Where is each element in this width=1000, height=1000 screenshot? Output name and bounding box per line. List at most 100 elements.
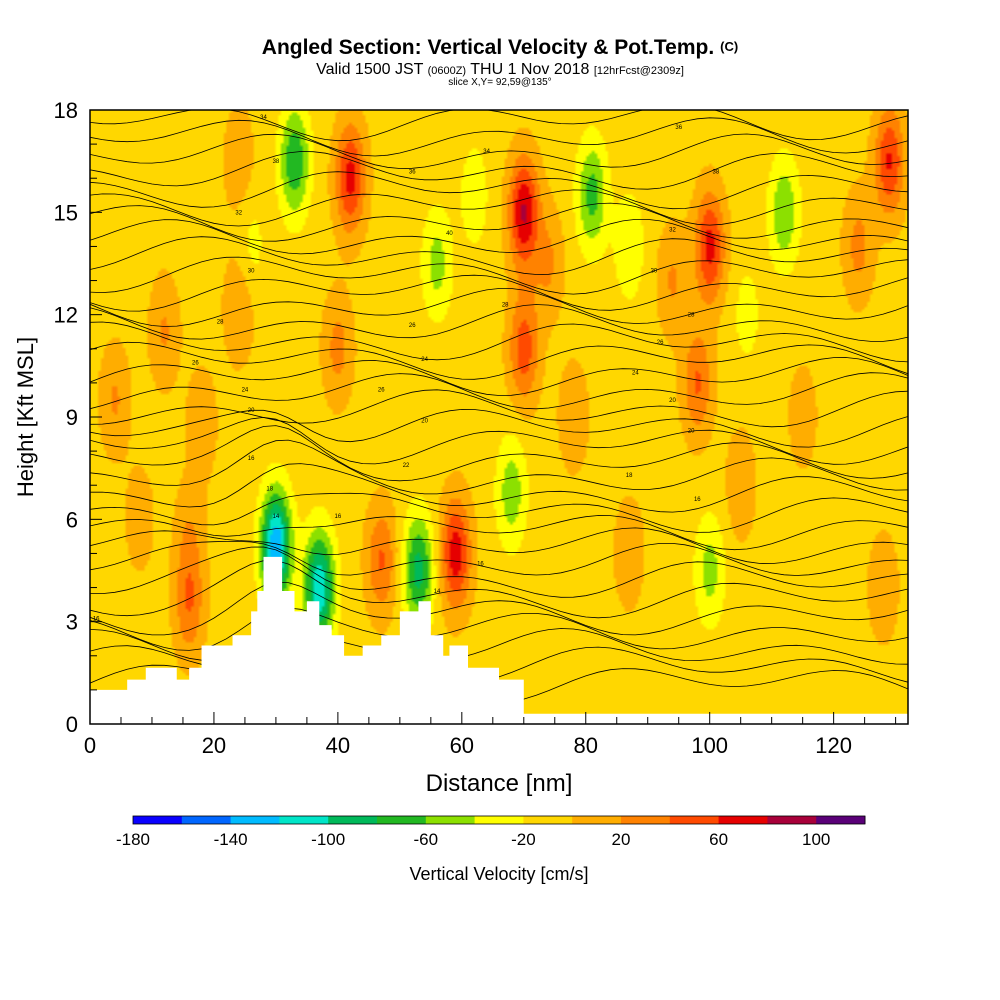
x-tick-label: 100: [691, 733, 728, 758]
colorbar-swatch: [279, 816, 329, 824]
contour-label: 18: [266, 487, 273, 493]
colorbar-swatch: [767, 816, 817, 824]
colorbar-tick-label: -20: [511, 830, 536, 849]
colorbar-tick-label: -140: [214, 830, 248, 849]
contour-label: 18: [626, 473, 633, 479]
contour-label: 34: [260, 115, 267, 121]
isentrope-line: [90, 408, 908, 448]
isentrope-line: [90, 117, 908, 157]
colorbar-swatch: [474, 816, 524, 824]
x-axis: 0 20 40 60 80 100 120: [84, 712, 897, 758]
isentrope-line: [90, 110, 908, 142]
isentrope-line: [90, 274, 908, 312]
isentrope-line: [90, 321, 908, 363]
contour-labels: 34 38 32 30 28 26 24 20 16 18 14 16 14 16 16 36 40 34 28 26…: [93, 115, 720, 622]
contour-label: 16: [694, 497, 701, 503]
isentrope-line: [90, 341, 908, 380]
contour-label: 20: [421, 418, 428, 424]
isentrope-line: [90, 560, 908, 619]
colorbar-tick-label: -180: [116, 830, 150, 849]
contour-label: 40: [446, 231, 453, 237]
contour-label: 20: [688, 429, 695, 435]
contour-label: 16: [248, 456, 255, 462]
colorbar-swatch: [377, 816, 427, 824]
colorbar-label: Vertical Velocity [cm/s]: [409, 864, 588, 884]
isentrope-line: [90, 463, 908, 513]
colorbar-tick-label: 20: [612, 830, 631, 849]
subtitle-valid: Valid 1500 JST: [316, 61, 424, 78]
plot-area: 34 38 32 30 28 26 24 20 16 18 14 16 14 16 16 36 40 34 28 26…: [89, 109, 909, 725]
colorbar-tick-label: -60: [414, 830, 439, 849]
contour-label: 24: [421, 357, 428, 363]
isentrope-line: [90, 546, 908, 598]
y-axis: 0 3 6 9 12 15 18: [54, 98, 102, 737]
colorbar-swatch: [230, 816, 280, 824]
y-tick-label: 3: [66, 610, 78, 635]
vertical-velocity-heatmap: [90, 110, 908, 724]
colorbar-swatch: [572, 816, 622, 824]
contour-label: 30: [248, 268, 255, 274]
chart-subtitle: Valid 1500 JST (0600Z) THU 1 Nov 2018 [1…: [0, 61, 1000, 79]
colorbar: -180 -140 -100 -60 -20 20 60 100: [116, 815, 866, 849]
x-tick-label: 40: [326, 733, 350, 758]
isentrope-line: [90, 492, 908, 533]
contour-label: 26: [378, 388, 385, 394]
contour-label: 34: [483, 149, 490, 155]
y-tick-label: 0: [66, 712, 78, 737]
colorbar-swatch: [523, 816, 573, 824]
y-tick-label: 12: [54, 303, 78, 328]
colorbar-frame: [132, 815, 866, 825]
colorbar-swatch: [718, 816, 768, 824]
y-tick-label: 6: [66, 507, 78, 532]
chart-title-text: Angled Section: Vertical Velocity & Pot.…: [261, 36, 715, 59]
isentrope-line: [90, 219, 908, 255]
isentrope-line: [90, 133, 908, 169]
isentrope-line: [90, 425, 908, 482]
contour-label: 38: [713, 169, 720, 175]
terrain-mask: [90, 556, 908, 724]
subtitle-zulu: (0600Z): [427, 65, 467, 77]
isentrope-line: [90, 541, 908, 576]
contour-label: 16: [93, 616, 100, 622]
isentrope-line: [90, 151, 908, 190]
contour-label: 24: [242, 388, 249, 394]
isentrope-line: [90, 256, 908, 295]
x-tick-label: 0: [84, 733, 96, 758]
y-axis-label: Height [Kft MSL]: [13, 337, 38, 497]
contour-label: 38: [273, 159, 280, 165]
contour-label: 28: [688, 313, 695, 319]
isentrope-line: [90, 607, 908, 651]
isentrope-line: [90, 189, 908, 227]
contour-label: 24: [632, 371, 639, 377]
x-tick-label: 60: [450, 733, 474, 758]
contour-label: 28: [502, 302, 509, 308]
isentrope-line: [90, 357, 908, 396]
chart-title: Angled Section: Vertical Velocity & Pot.…: [0, 36, 1000, 60]
isentrope-line: [90, 416, 908, 465]
chart-title-unit: (C): [720, 39, 739, 54]
contour-label: 26: [657, 340, 664, 346]
x-axis-label: Distance [nm]: [426, 770, 573, 797]
isentrope-line: [90, 236, 908, 275]
subtitle-forecast: [12hrFcst@2309z]: [593, 65, 684, 77]
contour-label: 20: [669, 398, 676, 404]
x-tick-label: 120: [815, 733, 852, 758]
colorbar-swatch: [816, 816, 866, 824]
colorbar-swatch: [328, 816, 378, 824]
colorbar-swatch: [181, 816, 232, 824]
contour-label: 22: [403, 463, 410, 469]
isentrope-line: [90, 202, 908, 242]
contour-label: 36: [409, 169, 416, 175]
isentrope-line: [90, 515, 908, 551]
x-tick-label: 80: [574, 733, 598, 758]
contour-label: 16: [335, 514, 342, 520]
colorbar-tick-label: 100: [802, 830, 830, 849]
contour-label: 14: [434, 589, 441, 595]
contour-label: 30: [651, 268, 658, 274]
isentrope-line: [90, 304, 908, 342]
y-tick-label: 9: [66, 405, 78, 430]
colorbar-tick-label: 60: [709, 830, 728, 849]
contour-label: 36: [675, 125, 682, 131]
isentrope-line: [90, 372, 908, 410]
